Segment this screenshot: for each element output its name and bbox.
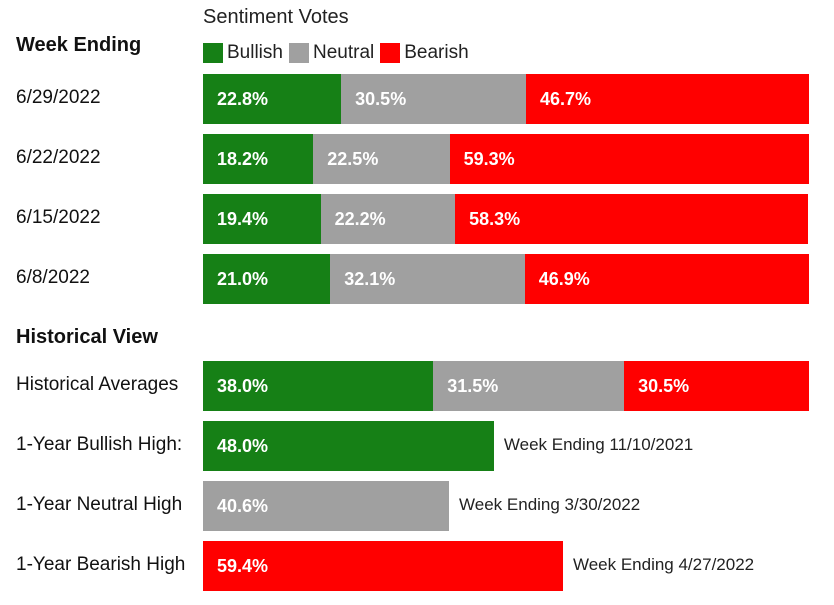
week-row-3-label: 6/15/2022 xyxy=(16,207,101,228)
bullish-segment: 22.8% xyxy=(203,74,342,124)
bearish-segment: 46.9% xyxy=(524,254,809,304)
historical-view-heading: Historical View xyxy=(16,326,158,348)
week-row-2-label: 6/22/2022 xyxy=(16,147,101,168)
high-row-2-bar: 40.6% xyxy=(203,481,450,531)
neutral-segment: 31.5% xyxy=(433,361,625,411)
legend-swatch-neutral xyxy=(288,43,309,63)
bullish-segment: 18.2% xyxy=(203,134,314,184)
high-row-1-note: Week Ending 11/10/2021 xyxy=(503,435,694,454)
high-row-3-label: 1-Year Bearish High xyxy=(16,554,186,575)
bearish-segment: 30.5% xyxy=(624,361,809,411)
historical-averages-bar: 38.0% 31.5% 30.5% xyxy=(203,361,809,411)
high-row-2-label: 1-Year Neutral High xyxy=(16,494,183,515)
bearish-segment: 46.7% xyxy=(525,74,809,124)
neutral-segment: 22.5% xyxy=(313,134,450,184)
legend-item-neutral: Neutral xyxy=(288,42,375,64)
legend-label-bearish: Bearish xyxy=(404,42,469,63)
neutral-segment: 30.5% xyxy=(341,74,526,124)
legend-item-bullish: Bullish xyxy=(203,42,283,64)
bullish-segment: 21.0% xyxy=(203,254,331,304)
legend-swatch-bearish xyxy=(380,43,401,63)
week-row-4-label: 6/8/2022 xyxy=(16,267,90,288)
legend: Bullish Neutral Bearish xyxy=(203,42,475,64)
historical-averages-label: Historical Averages xyxy=(16,374,179,395)
week-row-2-bar: 18.2% 22.5% 59.3% xyxy=(203,134,809,184)
week-ending-heading: Week Ending xyxy=(16,34,142,56)
legend-label-bullish: Bullish xyxy=(227,42,283,63)
week-row-1-bar: 22.8% 30.5% 46.7% xyxy=(203,74,809,124)
week-row-1-label: 6/29/2022 xyxy=(16,87,101,108)
high-row-3-note: Week Ending 4/27/2022 xyxy=(572,555,755,574)
week-row-3-bar: 19.4% 22.2% 58.3% xyxy=(203,194,809,244)
high-row-3-segment: 59.4% xyxy=(203,541,563,591)
high-row-2-note: Week Ending 3/30/2022 xyxy=(459,495,641,514)
chart-title: Sentiment Votes xyxy=(203,6,349,28)
high-row-3-bar: 59.4% xyxy=(203,541,563,591)
high-row-1-label: 1-Year Bullish High: xyxy=(16,434,183,455)
bullish-segment: 19.4% xyxy=(203,194,321,244)
legend-label-neutral: Neutral xyxy=(312,42,375,63)
week-row-4-bar: 21.0% 32.1% 46.9% xyxy=(203,254,809,304)
bullish-segment: 38.0% xyxy=(203,361,434,411)
high-row-2-segment: 40.6% xyxy=(203,481,450,531)
legend-item-bearish: Bearish xyxy=(380,42,469,64)
bearish-segment: 59.3% xyxy=(449,134,809,184)
high-row-1-bar: 48.0% xyxy=(203,421,494,471)
high-row-1-segment: 48.0% xyxy=(203,421,494,471)
bearish-segment: 58.3% xyxy=(455,194,809,244)
neutral-segment: 32.1% xyxy=(330,254,525,304)
neutral-segment: 22.2% xyxy=(320,194,456,244)
legend-swatch-bullish xyxy=(203,43,223,63)
